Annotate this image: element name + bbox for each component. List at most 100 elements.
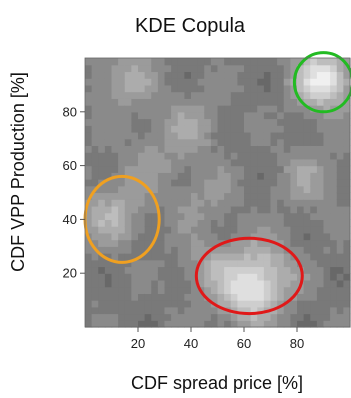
heatmap-cell (138, 279, 146, 288)
heatmap-cell (118, 98, 126, 106)
heatmap-cell (131, 279, 139, 288)
heatmap-cell (283, 98, 291, 106)
heatmap-cell (283, 118, 291, 126)
heatmap-cell (98, 58, 106, 66)
heatmap-cell (244, 300, 252, 308)
heatmap-cell (237, 300, 245, 308)
heatmap-cell (316, 253, 325, 261)
heatmap-cell (98, 232, 106, 241)
heatmap-cell (230, 246, 238, 254)
heatmap-cell (310, 300, 318, 308)
heatmap-cell (263, 165, 272, 173)
heatmap-cell (336, 273, 344, 281)
heatmap-cell (197, 239, 205, 247)
heatmap-cell (277, 91, 285, 99)
heatmap-cell (237, 105, 245, 113)
heatmap-cell (85, 219, 93, 227)
heatmap-cell (111, 98, 119, 106)
heatmap-cell (297, 253, 305, 261)
heatmap-cell (283, 78, 291, 86)
heatmap-cell (310, 78, 318, 86)
heatmap-cell (184, 158, 192, 167)
heatmap-cell (270, 125, 278, 133)
heatmap-cell (91, 293, 99, 301)
heatmap-cell (323, 118, 331, 126)
heatmap-cell (157, 320, 166, 328)
heatmap-cell (290, 286, 298, 294)
heatmap-cell (210, 266, 219, 274)
heatmap-cell (310, 226, 318, 234)
heatmap-cell (323, 58, 331, 66)
heatmap-cell (111, 320, 119, 328)
heatmap-cell (144, 91, 152, 99)
heatmap-cell (164, 172, 172, 180)
heatmap-cell (184, 253, 192, 261)
heatmap-cell (270, 111, 278, 120)
heatmap-cell (124, 226, 132, 234)
heatmap-cell (336, 152, 344, 160)
heatmap-cell (283, 286, 291, 294)
heatmap-cell (224, 253, 232, 261)
heatmap-cell (290, 239, 298, 247)
heatmap-cell (124, 91, 132, 99)
heatmap-cell (177, 219, 185, 227)
heatmap-cell (85, 138, 93, 147)
heatmap-cell (217, 84, 225, 93)
heatmap-cell (230, 172, 238, 180)
heatmap-cell (323, 226, 331, 234)
heatmap-cell (91, 205, 99, 214)
heatmap-cell (330, 320, 338, 328)
heatmap-cell (237, 306, 245, 315)
heatmap-cell (104, 286, 113, 294)
heatmap-cell (310, 125, 318, 133)
heatmap-cell (263, 279, 272, 288)
heatmap-cell (336, 246, 344, 254)
heatmap-cell (85, 64, 93, 73)
heatmap-cell (224, 179, 232, 187)
heatmap-cell (277, 78, 285, 86)
heatmap-cell (171, 253, 179, 261)
heatmap-cell (111, 226, 119, 234)
heatmap-cell (85, 152, 93, 160)
heatmap-cell (171, 158, 179, 167)
heatmap-cell (270, 179, 278, 187)
heatmap-cell (277, 111, 285, 120)
heatmap-cell (316, 172, 325, 180)
heatmap-cell (250, 158, 258, 167)
heatmap-cell (204, 71, 212, 79)
heatmap-cell (144, 239, 152, 247)
heatmap-cell (283, 185, 291, 194)
heatmap-cell (197, 219, 205, 227)
heatmap-cell (124, 205, 132, 214)
heatmap-cell (138, 219, 146, 227)
heatmap-cell (124, 306, 132, 315)
heatmap-cell (224, 239, 232, 247)
heatmap-cell (164, 205, 172, 214)
heatmap-cell (217, 78, 225, 86)
heatmap-cell (224, 259, 232, 268)
heatmap-cell (330, 259, 338, 268)
heatmap-cell (277, 158, 285, 167)
heatmap-cell (250, 253, 258, 261)
heatmap-cell (290, 246, 298, 254)
heatmap-cell (290, 158, 298, 167)
heatmap-cell (343, 232, 351, 241)
heatmap-cell (237, 226, 245, 234)
heatmap-cell (98, 239, 106, 247)
heatmap-cell (316, 98, 325, 106)
heatmap-cell (237, 273, 245, 281)
heatmap-cell (343, 253, 351, 261)
heatmap-cell (151, 300, 159, 308)
heatmap-cell (124, 165, 132, 173)
heatmap-cell (210, 91, 219, 99)
heatmap-cell (263, 64, 272, 73)
heatmap-cell (237, 125, 245, 133)
heatmap-cell (263, 179, 272, 187)
heatmap-cell (263, 212, 272, 220)
heatmap-cell (277, 266, 285, 274)
heatmap-cell (250, 259, 258, 268)
heatmap-cell (144, 172, 152, 180)
heatmap-cell (138, 152, 146, 160)
heatmap-cell (230, 286, 238, 294)
heatmap-cell (144, 58, 152, 66)
